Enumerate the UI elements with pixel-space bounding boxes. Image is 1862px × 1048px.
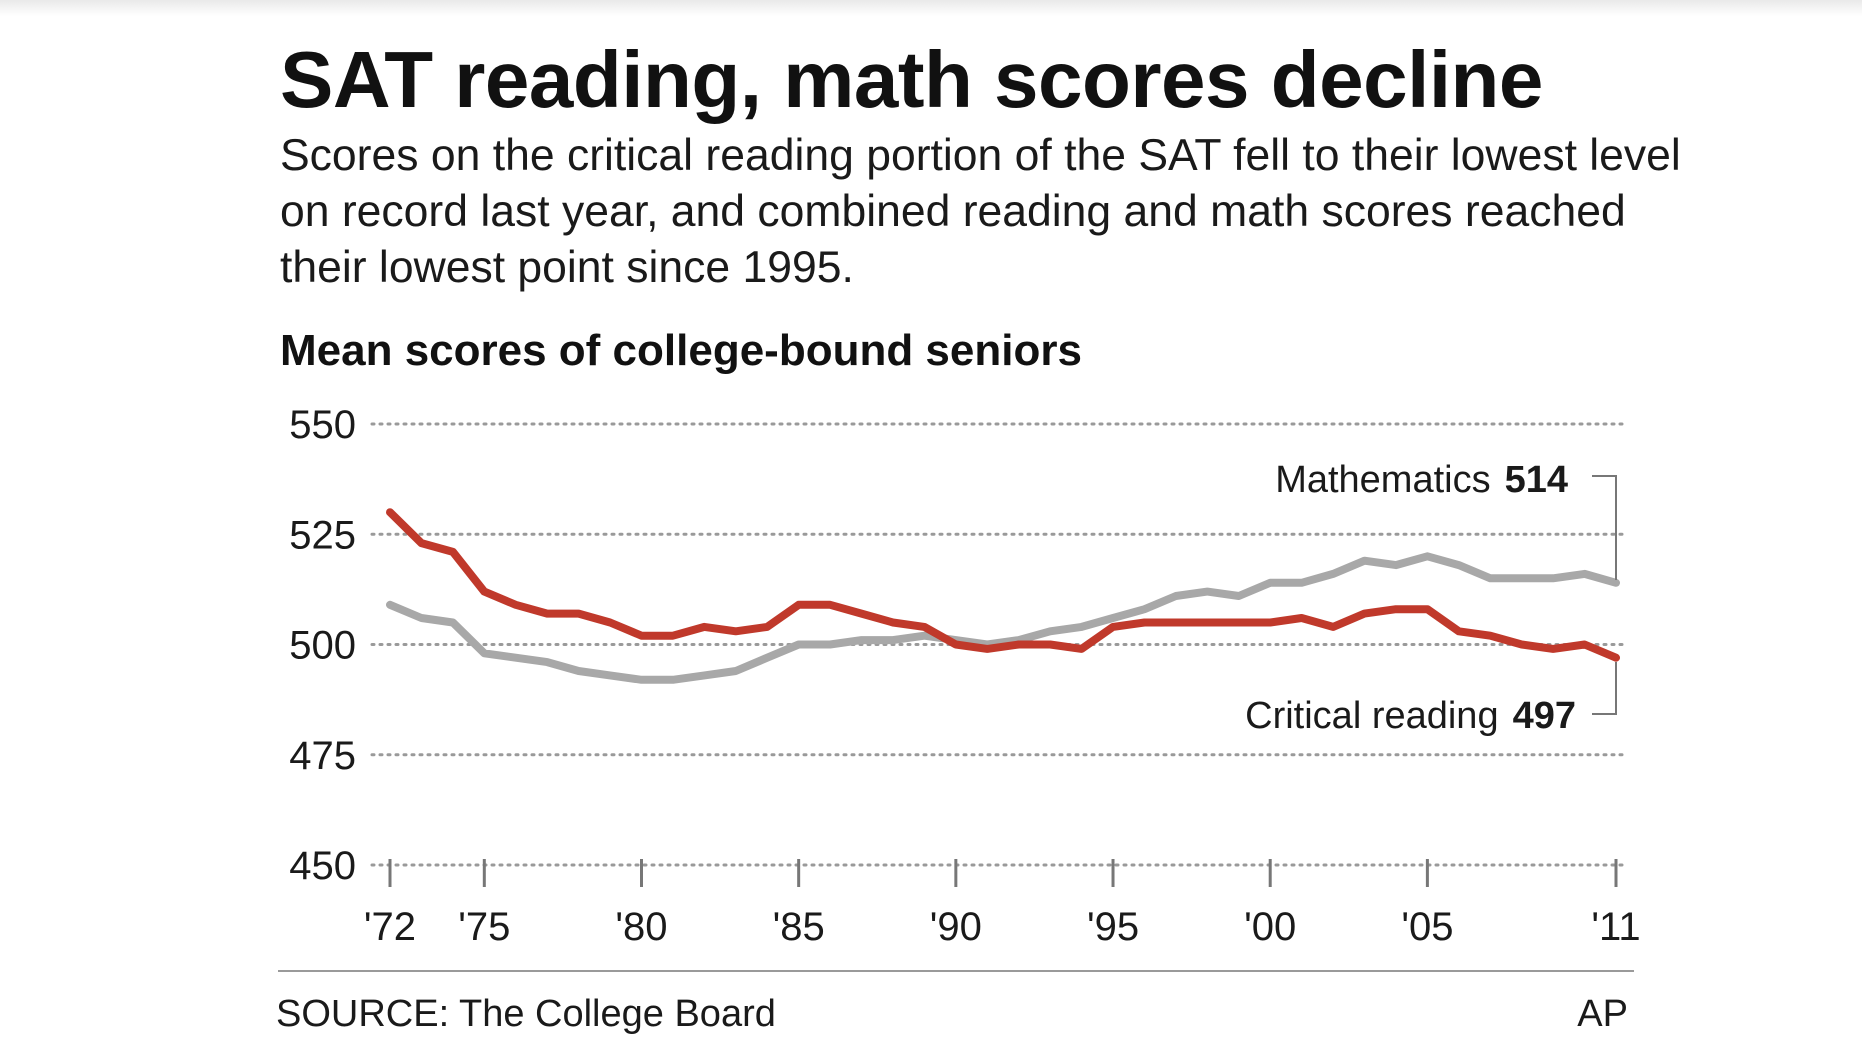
x-tick-label-1995: '95 — [1087, 905, 1139, 949]
reading-series-name: Critical reading — [1245, 695, 1498, 737]
top-edge-shade — [0, 0, 1862, 16]
y-tick-label-450: 450 — [289, 844, 356, 888]
math-callout: Mathematics 514 — [1275, 459, 1617, 580]
math-callout-bracket — [1592, 475, 1617, 580]
series-line-critical-reading — [386, 508, 1620, 662]
credit-label: AP — [1577, 993, 1628, 1035]
x-tick-label-1980: '80 — [615, 905, 667, 949]
y-tick-label-475: 475 — [289, 734, 356, 778]
math-callout-label: Mathematics 514 — [1275, 459, 1568, 501]
chatter-text: Scores on the critical reading portion o… — [280, 131, 1681, 292]
x-tick-label-1972: '72 — [364, 905, 416, 949]
y-tick-label-525: 525 — [289, 513, 356, 557]
x-tick-label-1985: '85 — [773, 905, 825, 949]
gridlines — [370, 422, 1630, 867]
y-tick-label-500: 500 — [289, 624, 356, 668]
x-tick-label-1975: '75 — [458, 905, 510, 949]
y-axis-tick-labels: 550 525 500 475 450 — [289, 403, 356, 888]
y-tick-label-550: 550 — [289, 403, 356, 447]
reading-callout-bracket — [1592, 662, 1617, 715]
reading-callout-label: Critical reading 497 — [1245, 695, 1576, 737]
x-tick-label-2005: '05 — [1401, 905, 1453, 949]
headline: SAT reading, math scores decline — [280, 35, 1543, 124]
x-tick-label-2011: '11 — [1591, 905, 1640, 949]
series-line-mathematics — [386, 552, 1620, 684]
x-axis-ticks: '72 '75 '80 '85 '90 '95 '00 '05 '11 — [364, 859, 1641, 949]
series-lines — [386, 508, 1620, 684]
x-tick-label-1990: '90 — [930, 905, 982, 949]
math-end-value: 514 — [1505, 459, 1568, 501]
math-series-name: Mathematics — [1275, 459, 1490, 501]
source-divider — [278, 970, 1634, 972]
source-note: SOURCE: The College Board — [276, 993, 776, 1035]
reading-end-value: 497 — [1513, 695, 1576, 737]
x-tick-label-2000: '00 — [1244, 905, 1296, 949]
reading-callout: Critical reading 497 — [1245, 662, 1617, 737]
chart-title: Mean scores of college-bound seniors — [280, 326, 1082, 375]
